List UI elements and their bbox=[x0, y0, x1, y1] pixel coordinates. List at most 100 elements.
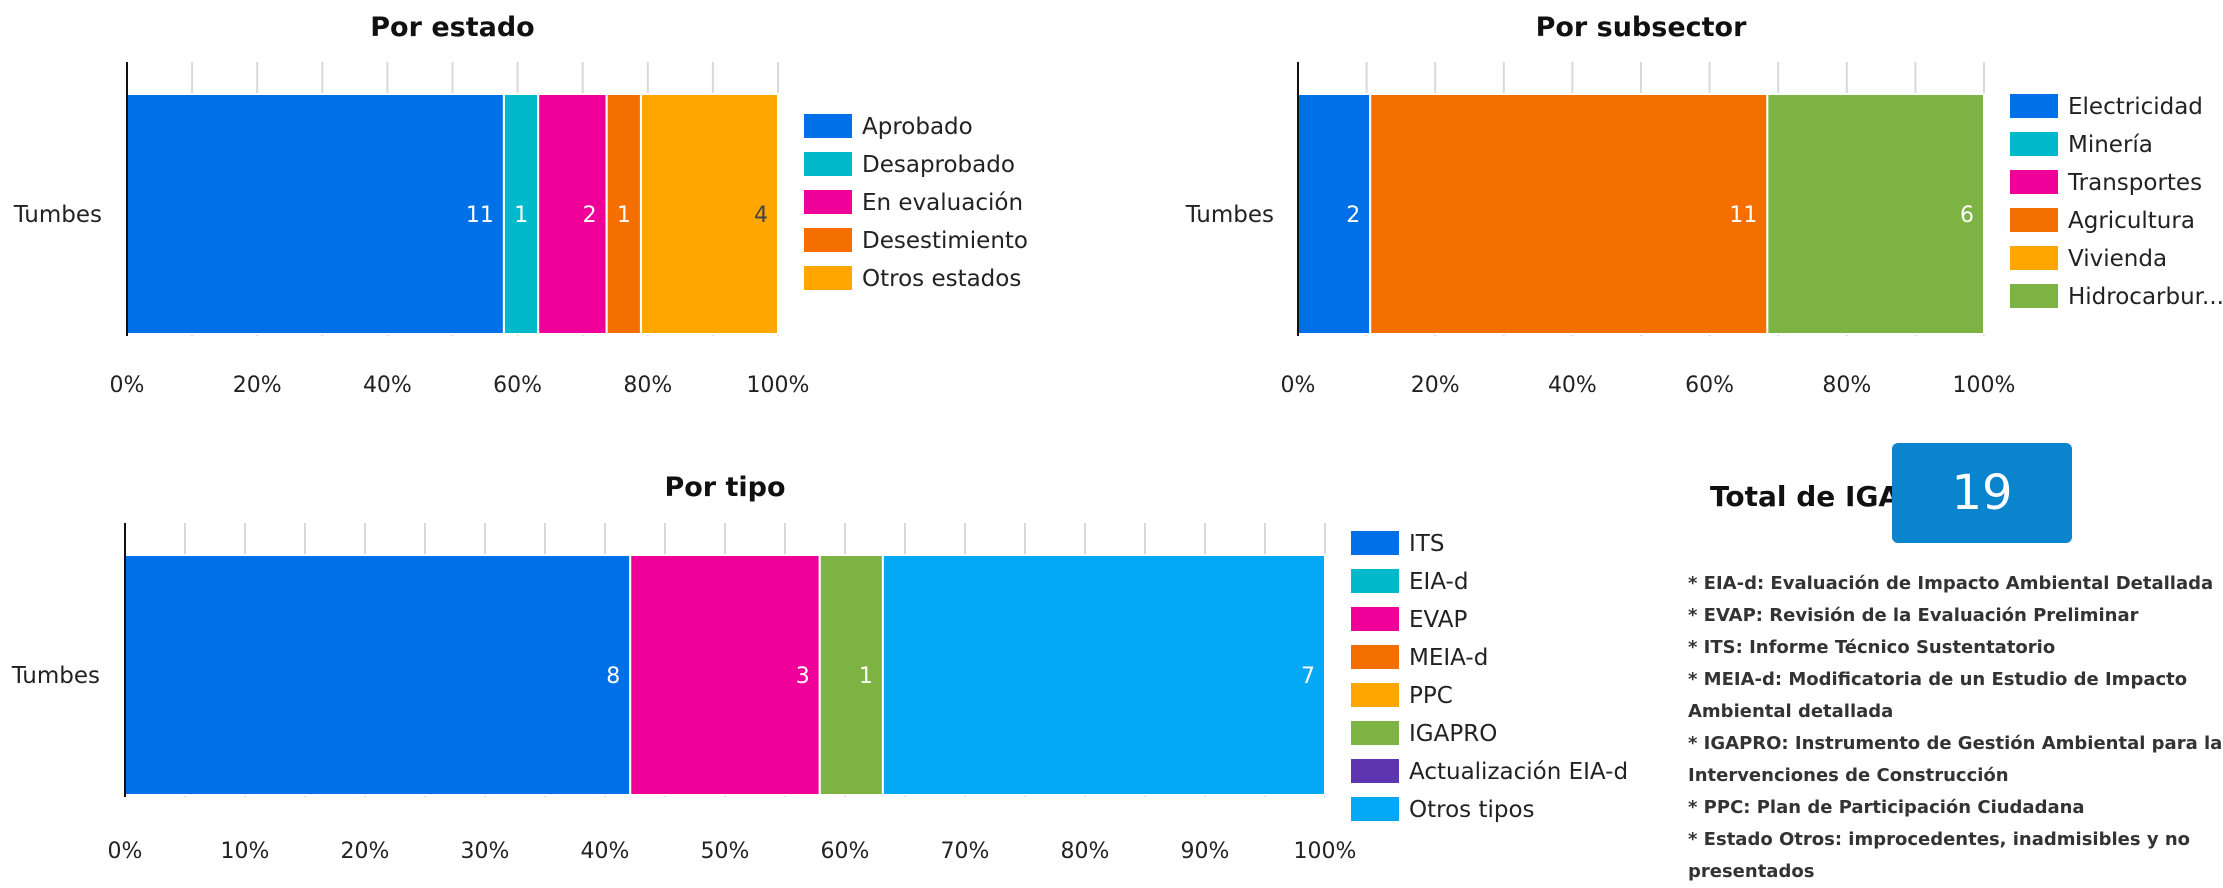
bar-segment-otros-tipos bbox=[881, 554, 1326, 796]
legend-swatch bbox=[2010, 132, 2058, 156]
legend-label: Desaprobado bbox=[862, 152, 1015, 178]
bar-segment-igapro bbox=[818, 554, 884, 796]
legend-swatch bbox=[1351, 645, 1399, 669]
chart-por-tipo: Por tipo 0% 10% 20% 30% 40% 50% 60% 70% 80% 90% 100… bbox=[0, 460, 1660, 872]
legend-swatch bbox=[1351, 683, 1399, 707]
bar-segment-evap bbox=[629, 554, 821, 796]
bar-segment-hidrocarbur- bbox=[1766, 93, 1985, 335]
legend-label: MEIA-d bbox=[1409, 645, 1488, 671]
x-tick-label: 90% bbox=[1181, 839, 1230, 864]
legend-label: Desestimiento bbox=[862, 228, 1028, 254]
data-label: 7 bbox=[1301, 664, 1315, 689]
legend-swatch bbox=[2010, 246, 2058, 270]
data-label: 1 bbox=[514, 203, 528, 228]
bar-segment-en-evaluaci-n bbox=[537, 93, 608, 335]
legend-swatch bbox=[2010, 94, 2058, 118]
chart-title: Por tipo bbox=[664, 472, 785, 503]
legend-swatch bbox=[804, 190, 852, 214]
x-tick-label: 20% bbox=[233, 373, 282, 398]
legend-swatch bbox=[804, 152, 852, 176]
legend-label: Otros tipos bbox=[1409, 797, 1535, 823]
data-label: 1 bbox=[859, 664, 873, 689]
legend-label: Electricidad bbox=[2068, 94, 2203, 120]
data-label: 3 bbox=[796, 664, 810, 689]
legend-swatch bbox=[1351, 607, 1399, 631]
legend-label: Otros estados bbox=[862, 266, 1021, 292]
total-iga-card: Total de IGA 19 bbox=[1680, 440, 2223, 550]
legend-label: IGAPRO bbox=[1409, 721, 1497, 747]
x-tick-label: 100% bbox=[747, 373, 810, 398]
glossary-note: * ITS: Informe Técnico Sustentatorio bbox=[1688, 637, 2056, 658]
legend-swatch bbox=[1351, 531, 1399, 555]
bar-segment-its bbox=[124, 554, 632, 796]
chart-por-estado: Por estado 0% 20% 40% 60% 80% 100% 11 1 2 1 4 Tumbes… bbox=[0, 0, 1100, 420]
x-tick-label: 80% bbox=[1822, 373, 1871, 398]
glossary-note: * Estado Otros: improcedentes, inadmisib… bbox=[1688, 829, 2191, 882]
x-tick-label: 40% bbox=[1548, 373, 1597, 398]
legend-label: Transportes bbox=[2067, 170, 2202, 196]
glossary-note: * IGAPRO: Instrumento de Gestión Ambient… bbox=[1688, 733, 2223, 786]
legend-swatch bbox=[2010, 208, 2058, 232]
data-label: 2 bbox=[1346, 203, 1360, 228]
legend-label: EVAP bbox=[1409, 607, 1468, 633]
legend-swatch bbox=[1351, 721, 1399, 745]
data-label: 4 bbox=[754, 203, 768, 228]
x-tick-label: 80% bbox=[1061, 839, 1110, 864]
x-tick-label: 30% bbox=[461, 839, 510, 864]
legend-swatch bbox=[1351, 797, 1399, 821]
x-tick-label: 40% bbox=[363, 373, 412, 398]
category-label: Tumbes bbox=[11, 663, 100, 689]
bar-segment-aprobado bbox=[126, 93, 505, 335]
legend-label: EIA-d bbox=[1409, 569, 1468, 595]
x-tick-label: 70% bbox=[941, 839, 990, 864]
legend-swatch bbox=[804, 114, 852, 138]
bar-segment-electricidad bbox=[1297, 93, 1372, 335]
x-tick-label: 100% bbox=[1953, 373, 2016, 398]
glossary-note: * EIA-d: Evaluación de Impacto Ambiental… bbox=[1688, 573, 2214, 594]
legend-swatch bbox=[804, 266, 852, 290]
legend-swatch bbox=[1351, 569, 1399, 593]
x-tick-label: 80% bbox=[623, 373, 672, 398]
legend-swatch bbox=[804, 228, 852, 252]
glossary-note: * MEIA-d: Modificatoria de un Estudio de… bbox=[1688, 669, 2188, 722]
x-tick-label: 50% bbox=[701, 839, 750, 864]
glossary-note: * PPC: Plan de Participación Ciudadana bbox=[1688, 797, 2085, 818]
x-tick-label: 20% bbox=[341, 839, 390, 864]
x-tick-label: 60% bbox=[1685, 373, 1734, 398]
bar-segment-otros-estados bbox=[639, 93, 780, 335]
x-tick-label: 0% bbox=[1281, 373, 1316, 398]
legend-label: Aprobado bbox=[862, 114, 973, 140]
legend-swatch bbox=[1351, 759, 1399, 783]
chart-por-subsector: Por subsector 0% 20% 40% 60% 80% 100% 2 11 6 Tumbe… bbox=[1170, 0, 2223, 420]
x-tick-label: 0% bbox=[108, 839, 143, 864]
legend-label: PPC bbox=[1409, 683, 1453, 709]
x-tick-label: 0% bbox=[110, 373, 145, 398]
legend-swatch bbox=[2010, 284, 2058, 308]
x-tick-label: 10% bbox=[221, 839, 270, 864]
x-tick-label: 60% bbox=[493, 373, 542, 398]
x-tick-label: 20% bbox=[1411, 373, 1460, 398]
bar-segment-desaprobado bbox=[502, 93, 540, 335]
glossary-notes: * EIA-d: Evaluación de Impacto Ambiental… bbox=[1688, 568, 2223, 888]
x-tick-label: 60% bbox=[821, 839, 870, 864]
legend-swatch bbox=[2010, 170, 2058, 194]
legend-label: ITS bbox=[1409, 531, 1444, 557]
legend-label: Vivienda bbox=[2068, 246, 2167, 272]
chart-title: Por estado bbox=[370, 12, 534, 43]
chart-por-subsector-svg: Por subsector 0% 20% 40% 60% 80% 100% 2 11 6 Tumbe… bbox=[1185, 12, 2223, 398]
legend-label: Minería bbox=[2068, 132, 2153, 158]
data-label: 6 bbox=[1960, 203, 1974, 228]
data-label: 11 bbox=[1729, 203, 1757, 228]
category-label: Tumbes bbox=[13, 202, 102, 228]
chart-por-tipo-svg: Por tipo 0% 10% 20% 30% 40% 50% 60% 70% 80% 90% 100… bbox=[11, 472, 1628, 864]
glossary-note: * EVAP: Revisión de la Evaluación Prelim… bbox=[1688, 605, 2139, 626]
legend-label: En evaluación bbox=[862, 190, 1023, 216]
x-tick-label: 40% bbox=[581, 839, 630, 864]
legend-label: Hidrocarbur... bbox=[2068, 284, 2223, 310]
summary-panel: Total de IGA 19 * EIA-d: Evaluación de I… bbox=[1680, 440, 2223, 882]
data-label: 11 bbox=[466, 203, 494, 228]
total-iga-label: Total de IGA bbox=[1710, 480, 1901, 513]
total-iga-value: 19 bbox=[1892, 443, 2072, 543]
data-label: 2 bbox=[583, 203, 597, 228]
